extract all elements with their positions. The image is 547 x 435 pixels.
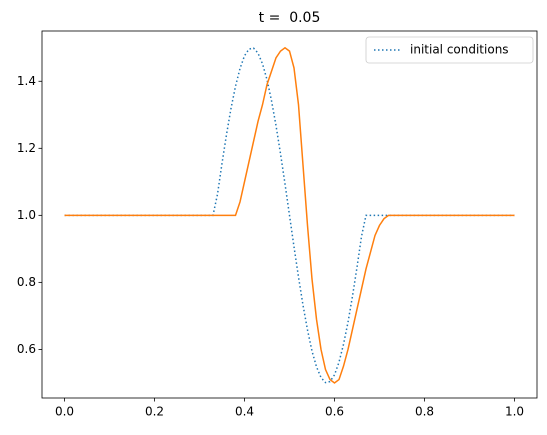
x-tick-label: 0.2: [145, 405, 164, 419]
y-tick-label: 0.8: [17, 275, 36, 289]
axes-frame: [41, 30, 538, 399]
chart-title: t = 0.05: [259, 10, 321, 26]
y-tick-label: 1.0: [17, 208, 36, 222]
legend-label: initial conditions: [410, 43, 509, 57]
x-tick-label: 0.6: [325, 405, 344, 419]
line-series: [64, 47, 515, 384]
legend-box: [365, 36, 534, 64]
line-series: [64, 46, 515, 384]
x-tick-label: 0.0: [55, 405, 74, 419]
y-tick-label: 1.2: [17, 141, 36, 155]
x-tick-label: 0.4: [235, 405, 254, 419]
y-tick-label: 1.4: [17, 74, 36, 88]
x-tick-label: 1.0: [505, 405, 524, 419]
y-tick-label: 0.6: [17, 342, 36, 356]
x-tick-label: 0.8: [415, 405, 434, 419]
